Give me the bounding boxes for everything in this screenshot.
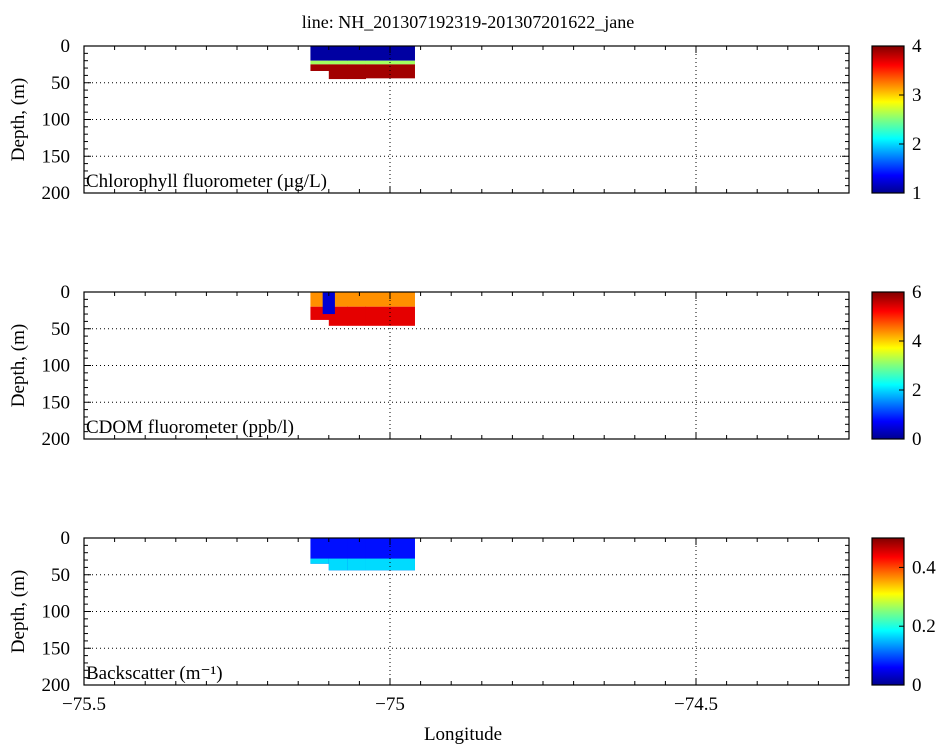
section-data xyxy=(310,292,415,326)
panel-label: CDOM fluorometer (ppb/l) xyxy=(86,417,294,438)
x-tick-label: −74.5 xyxy=(674,694,718,715)
y-tick-label: 100 xyxy=(42,602,71,623)
y-tick-label: 200 xyxy=(42,183,71,204)
data-cell xyxy=(365,64,391,79)
panel-label: Backscatter (m⁻¹) xyxy=(86,663,223,684)
data-cell xyxy=(365,60,391,65)
data-cell xyxy=(310,46,330,61)
y-tick-label: 50 xyxy=(51,73,70,94)
section-data xyxy=(310,538,415,571)
data-cell xyxy=(390,46,415,61)
data-cell xyxy=(328,64,348,80)
data-cell xyxy=(390,306,415,326)
data-cell xyxy=(365,46,391,61)
y-tick-label: 150 xyxy=(42,392,71,413)
colorbar: 6 4 2 0 xyxy=(871,282,922,450)
colorbar-tick-label: 0.2 xyxy=(912,616,936,637)
y-tick-label: 0 xyxy=(61,282,71,303)
y-tick-label: 150 xyxy=(42,638,71,659)
data-cell xyxy=(347,306,367,326)
colorbar: 0.4 0.2 0 xyxy=(871,537,936,696)
colorbar-tick-label: 0 xyxy=(912,429,922,450)
data-cell xyxy=(347,46,367,61)
colorbar-tick-label: 0 xyxy=(912,675,922,696)
data-cell xyxy=(347,558,367,571)
colorbar-gradient xyxy=(871,537,905,686)
y-tick-label: 100 xyxy=(42,356,71,377)
colorbar-tick-label: 3 xyxy=(912,85,922,106)
x-tick-label: −75 xyxy=(375,694,405,715)
data-cell xyxy=(310,538,330,564)
colorbar: 4 3 2 1 xyxy=(871,36,922,204)
y-tick-label: 0 xyxy=(61,36,71,57)
colorbar-tick-label: 2 xyxy=(912,380,922,401)
data-cell xyxy=(347,60,367,65)
data-cell xyxy=(390,558,415,571)
y-tick-label: 0 xyxy=(61,528,71,549)
x-axis-label: Longitude xyxy=(424,724,502,745)
panel-3: 0 50 100 150 200−75.5 −75 −74.5 Depth, (m) Backs… xyxy=(8,528,936,715)
data-cell xyxy=(390,60,415,65)
colorbar-tick-label: 4 xyxy=(912,331,922,352)
y-axis-label: Depth, (m) xyxy=(8,78,29,161)
y-tick-label: 150 xyxy=(42,146,71,167)
colorbar-tick-label: 4 xyxy=(912,36,922,57)
y-tick-label: 50 xyxy=(51,565,70,586)
y-tick-label: 100 xyxy=(42,110,71,131)
data-cell xyxy=(328,558,348,571)
chart-title: line: NH_201307192319-201307201622_jane xyxy=(302,12,634,32)
data-cell xyxy=(328,60,348,65)
colorbar-tick-label: 1 xyxy=(912,183,922,204)
data-cell xyxy=(347,64,367,80)
y-tick-label: 200 xyxy=(42,675,71,696)
data-patch xyxy=(322,292,335,315)
panel-1: 0 50 100 150 200 Depth, (m) Chlorophyll fluoro… xyxy=(8,36,922,204)
colorbar-tick-label: 6 xyxy=(912,282,922,303)
data-cell xyxy=(365,306,391,326)
data-cell xyxy=(310,64,330,71)
colorbar-gradient xyxy=(871,45,905,194)
colorbar-tick-label: 0.4 xyxy=(912,557,936,578)
y-axis-label: Depth, (m) xyxy=(8,324,29,407)
data-cell xyxy=(310,558,330,564)
y-axis-label: Depth, (m) xyxy=(8,570,29,653)
data-cell xyxy=(328,46,348,61)
y-tick-label: 200 xyxy=(42,429,71,450)
colorbar-tick-label: 2 xyxy=(912,134,922,155)
data-cell xyxy=(390,292,415,307)
panel-label: Chlorophyll fluorometer (µg/L) xyxy=(86,171,327,192)
data-cell xyxy=(347,292,367,307)
colorbar-gradient xyxy=(871,291,905,440)
panel-2: 0 50 100 150 200 Depth, (m) CDOM fluorometer (… xyxy=(8,282,922,450)
data-cell xyxy=(390,64,415,79)
section-data xyxy=(310,46,415,80)
data-cell xyxy=(310,60,330,65)
data-cell xyxy=(365,292,391,307)
data-cell xyxy=(365,558,391,571)
y-tick-label: 50 xyxy=(51,319,70,340)
x-tick-label: −75.5 xyxy=(62,694,106,715)
